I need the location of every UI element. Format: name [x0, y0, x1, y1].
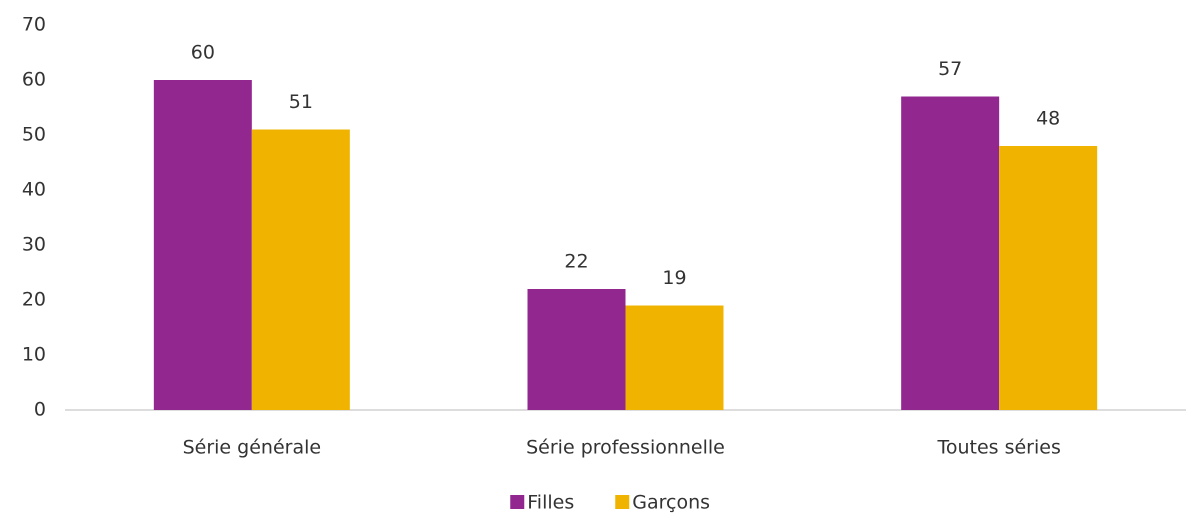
value-label: 19: [662, 267, 686, 289]
y-tick-label: 50: [22, 124, 46, 146]
bar: [999, 146, 1098, 410]
y-tick-label: 40: [22, 179, 46, 201]
legend-swatch: [510, 495, 525, 509]
y-tick-label: 70: [22, 14, 46, 36]
value-label: 57: [938, 58, 962, 80]
x-tick-label: Série générale: [183, 437, 321, 459]
bar: [251, 129, 350, 410]
y-tick-label: 10: [22, 344, 46, 366]
legend-label: Filles: [527, 492, 574, 514]
bar: [153, 80, 252, 410]
x-tick-label: Toutes séries: [936, 437, 1060, 459]
y-tick-label: 30: [22, 234, 46, 256]
legend-label: Garçons: [632, 492, 710, 514]
value-label: 60: [191, 42, 215, 64]
x-tick-label: Série professionnelle: [526, 437, 725, 459]
value-label: 22: [564, 251, 588, 273]
bar: [901, 96, 1000, 410]
bar: [625, 305, 724, 410]
y-tick-label: 0: [34, 399, 46, 421]
bar: [527, 289, 626, 410]
value-label: 48: [1036, 108, 1060, 130]
legend-swatch: [615, 495, 630, 509]
value-label: 51: [289, 91, 313, 113]
y-tick-label: 20: [22, 289, 46, 311]
y-tick-label: 60: [22, 69, 46, 91]
